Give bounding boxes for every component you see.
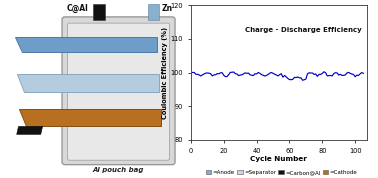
Text: Membrane: Membrane xyxy=(71,84,114,90)
Polygon shape xyxy=(19,109,161,126)
Text: Zn Foil: Zn Foil xyxy=(71,40,103,49)
FancyBboxPatch shape xyxy=(62,17,175,165)
Text: Zn: Zn xyxy=(161,4,172,12)
Polygon shape xyxy=(15,37,157,52)
Polygon shape xyxy=(17,126,43,134)
X-axis label: Cycle Number: Cycle Number xyxy=(250,156,307,162)
Text: C@Al: C@Al xyxy=(67,3,89,13)
Text: $rGO$-$V_2O_5$-$SiO_2$: $rGO$-$V_2O_5$-$SiO_2$ xyxy=(64,112,121,124)
Text: Al pouch bag: Al pouch bag xyxy=(93,167,144,173)
Legend: =Anode, =Separator, =Carbon@Al, =Cathode: =Anode, =Separator, =Carbon@Al, =Cathode xyxy=(206,170,357,175)
Bar xyxy=(93,4,105,20)
Y-axis label: Coulombic Efficiency (%): Coulombic Efficiency (%) xyxy=(162,27,168,119)
Bar xyxy=(148,4,159,20)
Text: Polypropylene: Polypropylene xyxy=(63,77,122,83)
Text: Charge - Discharge Efficiency: Charge - Discharge Efficiency xyxy=(245,27,361,33)
FancyBboxPatch shape xyxy=(68,23,169,160)
Polygon shape xyxy=(17,74,159,92)
